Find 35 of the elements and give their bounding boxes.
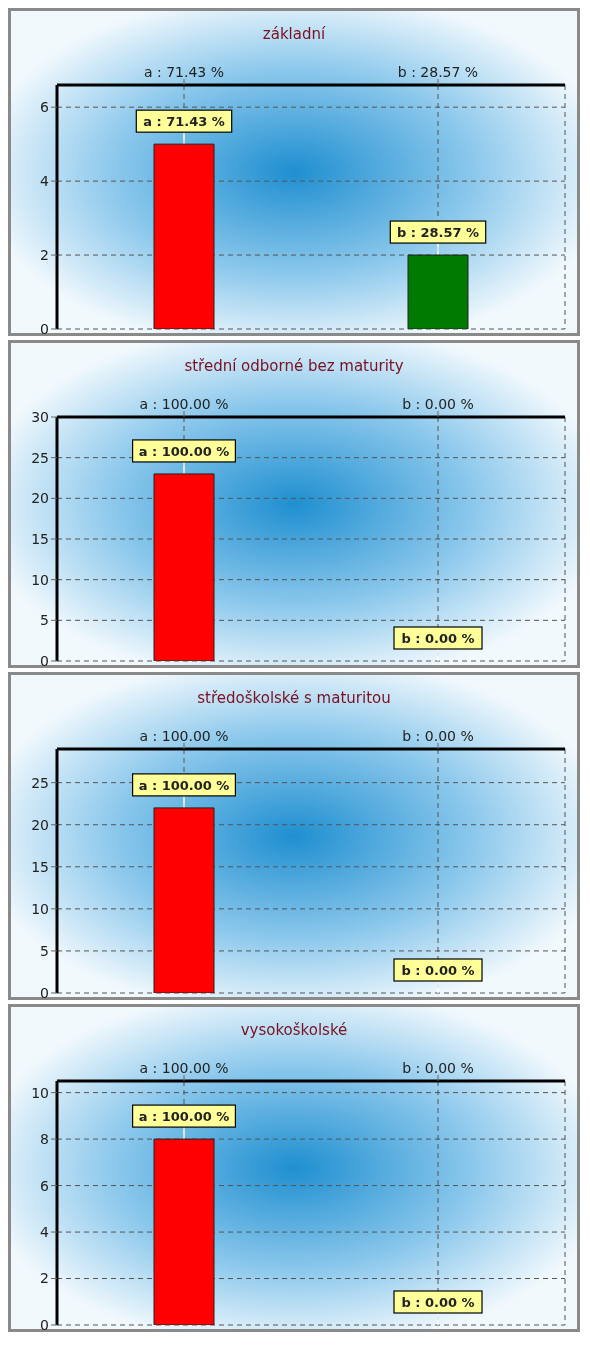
y-tick-label: 0 bbox=[40, 1316, 49, 1333]
y-tick-label: 20 bbox=[31, 490, 49, 507]
y-tick-label: 2 bbox=[40, 1270, 49, 1287]
annotation: b : 28.57 % bbox=[396, 225, 480, 241]
y-tick-label: 10 bbox=[31, 1084, 49, 1101]
y-tick-label: 5 bbox=[40, 612, 49, 629]
annotation: a : 100.00 % bbox=[138, 1109, 230, 1125]
y-tick-label: 4 bbox=[40, 173, 50, 190]
y-tick-label: 0 bbox=[40, 320, 49, 337]
y-tick-label: 8 bbox=[40, 1131, 49, 1148]
y-tick-label: 4 bbox=[40, 1224, 50, 1241]
y-tick-label: 25 bbox=[31, 774, 49, 791]
annotation: a : 100.00 % bbox=[138, 443, 230, 459]
y-tick-label: 10 bbox=[31, 900, 49, 917]
y-tick-label: 0 bbox=[40, 984, 49, 1001]
annotation: b : 0.00 % bbox=[401, 631, 475, 646]
y-tick-label: 25 bbox=[31, 449, 49, 466]
chart-title: vysokoškolské bbox=[239, 1020, 349, 1041]
y-tick-label: 10 bbox=[31, 571, 49, 588]
chart-title: středoškolské s maturitou bbox=[196, 688, 392, 709]
y-tick-label: 6 bbox=[40, 1177, 50, 1194]
y-tick-label: 0 bbox=[40, 652, 49, 669]
annotation: b : 0.00 % bbox=[401, 1295, 475, 1310]
y-tick-label: 6 bbox=[40, 99, 50, 116]
annotation: a : 100.00 % bbox=[138, 777, 230, 793]
chart-title: střední odborné bez maturity bbox=[183, 356, 405, 377]
annotation: a : 71.43 % bbox=[143, 114, 225, 130]
y-tick-label: 20 bbox=[31, 816, 49, 833]
y-tick-label: 15 bbox=[31, 530, 49, 547]
y-tick-label: 30 bbox=[31, 408, 49, 425]
chart-title: základní bbox=[261, 24, 327, 45]
y-tick-label: 5 bbox=[40, 942, 49, 959]
annotation: b : 0.00 % bbox=[401, 963, 475, 978]
y-tick-label: 15 bbox=[31, 858, 49, 875]
y-tick-label: 2 bbox=[40, 247, 49, 264]
